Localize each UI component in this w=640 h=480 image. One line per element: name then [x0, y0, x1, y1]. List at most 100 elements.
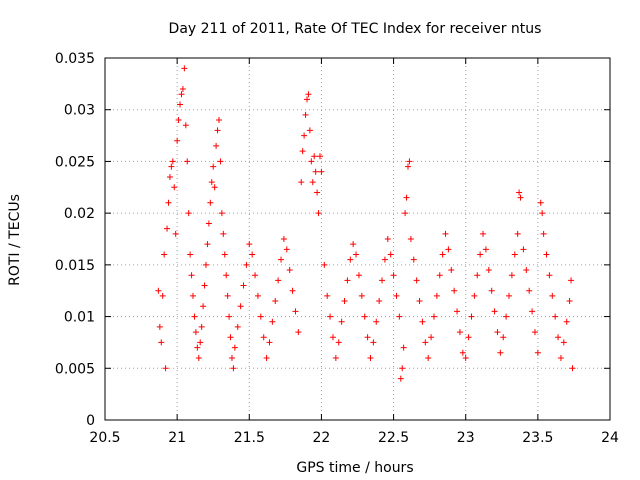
data-point: [302, 111, 309, 118]
data-point: [384, 236, 391, 242]
x-tick-label: 23: [457, 430, 475, 446]
data-point: [181, 65, 188, 72]
data-point: [537, 199, 544, 206]
data-point: [355, 272, 362, 279]
data-point: [298, 179, 305, 186]
data-point: [488, 287, 495, 294]
data-point: [442, 230, 449, 237]
data-point: [159, 292, 166, 299]
data-point: [540, 230, 547, 237]
data-point: [203, 261, 209, 268]
data-point: [175, 117, 182, 124]
data-point: [555, 334, 562, 341]
data-point: [503, 313, 510, 320]
data-point: [430, 313, 437, 320]
data-point: [197, 339, 204, 346]
data-point: [223, 272, 230, 279]
data-point: [511, 251, 518, 258]
data-point: [448, 267, 455, 274]
data-point: [534, 349, 541, 356]
data-point: [295, 329, 302, 336]
data-point: [568, 277, 575, 284]
y-tick-label: 0: [86, 413, 95, 429]
data-point: [353, 251, 360, 258]
data-point: [335, 339, 342, 346]
data-point: [436, 272, 443, 279]
data-point: [187, 251, 194, 258]
data-point: [220, 230, 227, 237]
data-point: [211, 184, 218, 191]
data-point: [260, 334, 267, 341]
data-point: [179, 86, 186, 93]
data-point: [344, 277, 351, 284]
data-point: [231, 344, 238, 351]
data-point: [269, 318, 276, 325]
data-point: [494, 329, 501, 336]
data-point: [155, 287, 162, 294]
data-point: [228, 354, 235, 361]
data-point: [278, 256, 285, 263]
data-point: [257, 313, 264, 320]
data-point: [397, 375, 404, 382]
data-point: [543, 251, 550, 258]
data-point: [164, 225, 171, 232]
data-points: [155, 65, 576, 382]
data-point: [311, 153, 318, 160]
data-point: [226, 313, 233, 320]
data-point: [419, 318, 426, 325]
data-point: [514, 230, 521, 237]
x-tick-label: 21: [168, 430, 186, 446]
data-point: [321, 261, 328, 268]
data-point: [425, 354, 432, 361]
data-point: [234, 323, 241, 330]
y-tick-label: 0.02: [64, 206, 95, 222]
data-point: [174, 137, 181, 144]
data-point: [451, 287, 458, 294]
data-point: [224, 292, 231, 299]
data-point: [185, 210, 192, 217]
data-point: [304, 96, 310, 103]
data-point: [456, 329, 463, 336]
y-tick-label: 0.03: [64, 103, 95, 119]
data-point: [213, 142, 220, 149]
data-point: [557, 354, 564, 361]
data-point: [485, 267, 492, 274]
data-point: [314, 189, 321, 196]
grid-lines: [105, 58, 610, 420]
tick-labels: 20.5 21 21.5 22 22.5 23 23.5 24 0 0.005 0.01 0.015 0…: [55, 51, 619, 446]
data-point: [190, 292, 197, 299]
data-point: [162, 365, 169, 372]
data-point: [468, 313, 475, 320]
x-tick-label: 24: [601, 430, 619, 446]
data-point: [200, 303, 207, 310]
data-point: [552, 313, 559, 320]
data-point: [192, 329, 199, 336]
data-point: [364, 334, 371, 341]
data-point: [191, 313, 198, 320]
data-point: [217, 158, 224, 165]
plot-frame: [104, 57, 611, 421]
data-point: [327, 313, 334, 320]
data-point: [405, 163, 411, 170]
data-point: [168, 163, 175, 170]
data-point: [329, 334, 336, 341]
data-point: [459, 349, 466, 356]
x-tick-label: 23.5: [522, 430, 553, 446]
data-point: [184, 158, 191, 165]
data-point: [230, 365, 237, 372]
data-point: [500, 334, 507, 341]
data-point: [158, 339, 165, 346]
data-point: [549, 292, 556, 299]
data-point: [306, 127, 313, 134]
data-point: [350, 241, 357, 248]
data-point: [263, 354, 270, 361]
y-axis-label: ROTI / TECUs: [7, 194, 23, 286]
data-point: [324, 292, 331, 299]
data-point: [428, 334, 435, 341]
data-point: [474, 272, 481, 279]
data-point: [399, 365, 406, 372]
data-point: [341, 298, 348, 305]
data-point: [480, 230, 487, 237]
data-point: [195, 354, 202, 361]
data-point: [413, 277, 420, 284]
